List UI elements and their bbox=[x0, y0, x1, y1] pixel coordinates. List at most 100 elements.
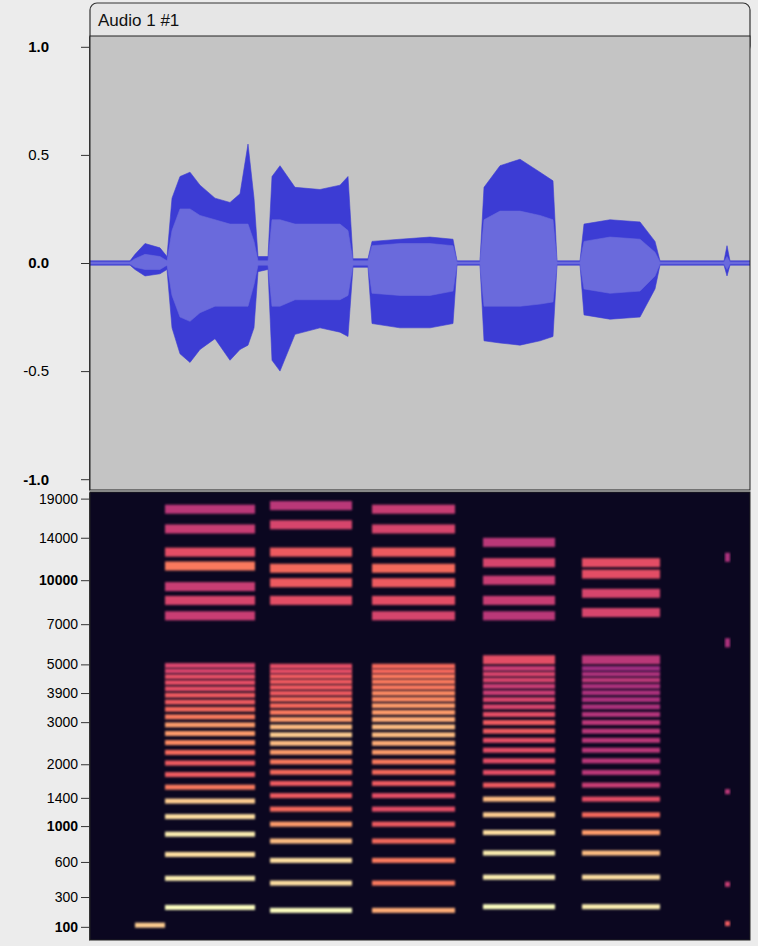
harmonic-band bbox=[483, 812, 555, 817]
harmonic-band bbox=[372, 697, 455, 702]
harmonic-band bbox=[165, 714, 255, 719]
harmonic-band bbox=[372, 822, 455, 827]
tick-mark bbox=[81, 927, 89, 928]
harmonic-band bbox=[165, 876, 255, 881]
tick-label: 10000 bbox=[39, 572, 78, 588]
tick: 0.0 bbox=[28, 254, 89, 271]
harmonic-band bbox=[483, 875, 555, 880]
plot-frame bbox=[90, 36, 750, 490]
harmonic-band bbox=[270, 781, 352, 786]
tick: 3900 bbox=[47, 685, 89, 701]
harmonic-band bbox=[165, 686, 255, 691]
harmonic-band bbox=[483, 720, 555, 725]
tick-label: 5000 bbox=[47, 656, 78, 672]
harmonic-band bbox=[372, 807, 455, 812]
plot-background bbox=[90, 36, 750, 490]
harmonic-band bbox=[165, 707, 255, 712]
tick: 10000 bbox=[39, 572, 89, 588]
harmonic-band bbox=[483, 783, 555, 788]
harmonic-band bbox=[372, 679, 455, 684]
harmonic-band bbox=[372, 674, 455, 679]
harmonic-band bbox=[483, 712, 555, 717]
harmonic-band bbox=[372, 759, 455, 764]
harmonic-band bbox=[270, 717, 352, 722]
tick-label: 0.5 bbox=[28, 146, 49, 163]
harmonic-band bbox=[483, 758, 555, 763]
plot-frame bbox=[90, 492, 750, 940]
harmonic-band bbox=[270, 908, 352, 913]
harmonic-band bbox=[725, 921, 730, 926]
harmonic-band bbox=[372, 505, 455, 514]
harmonic-band bbox=[270, 807, 352, 812]
harmonic-band bbox=[165, 548, 255, 557]
tick-label: 100 bbox=[55, 919, 79, 935]
harmonic-band bbox=[582, 608, 660, 617]
harmonic-band bbox=[165, 668, 255, 673]
tick-mark bbox=[81, 479, 89, 480]
harmonic-band bbox=[270, 578, 352, 587]
harmonic-band bbox=[270, 724, 352, 729]
plot-marks bbox=[135, 501, 730, 928]
harmonic-band bbox=[483, 729, 555, 734]
tick: 1.0 bbox=[28, 38, 89, 55]
harmonic-band bbox=[270, 881, 352, 886]
harmonic-band bbox=[270, 679, 352, 684]
harmonic-band bbox=[483, 797, 555, 802]
tick-mark bbox=[81, 263, 89, 264]
harmonic-band bbox=[270, 520, 352, 529]
harmonic-band bbox=[372, 664, 455, 669]
tick-mark bbox=[81, 693, 89, 694]
tick-mark bbox=[81, 897, 89, 898]
harmonic-band bbox=[165, 772, 255, 777]
harmonic-band bbox=[483, 704, 555, 709]
tick-label: 1400 bbox=[47, 790, 78, 806]
harmonic-band bbox=[483, 690, 555, 695]
tick-mark bbox=[81, 798, 89, 799]
harmonic-band bbox=[372, 524, 455, 533]
tick-label: -0.5 bbox=[23, 362, 49, 379]
tick-mark bbox=[81, 826, 89, 827]
harmonic-band bbox=[372, 669, 455, 674]
harmonic-band bbox=[483, 770, 555, 775]
tick-mark bbox=[81, 624, 89, 625]
harmonic-band bbox=[372, 858, 455, 863]
tick: -1.0 bbox=[23, 470, 89, 487]
y-axis: 1003006001000140020003000390050007000100… bbox=[39, 491, 89, 941]
harmonic-band bbox=[372, 685, 455, 690]
harmonic-band bbox=[372, 703, 455, 708]
harmonic-band bbox=[270, 770, 352, 775]
harmonic-band bbox=[582, 904, 660, 909]
harmonic-band bbox=[165, 663, 255, 668]
harmonic-band bbox=[165, 582, 255, 591]
harmonic-band bbox=[372, 691, 455, 696]
harmonic-band bbox=[270, 691, 352, 696]
harmonic-band bbox=[582, 738, 660, 743]
harmonic-band bbox=[372, 839, 455, 844]
harmonic-band bbox=[165, 731, 255, 736]
harmonic-band bbox=[372, 732, 455, 737]
harmonic-band bbox=[270, 697, 352, 702]
harmonic-band bbox=[165, 852, 255, 857]
harmonic-band bbox=[135, 923, 165, 928]
tick: 0.5 bbox=[28, 146, 89, 163]
harmonic-band bbox=[165, 750, 255, 755]
harmonic-band bbox=[582, 783, 660, 788]
tick-label: 1.0 bbox=[28, 38, 49, 55]
harmonic-band bbox=[483, 738, 555, 743]
axis-line bbox=[89, 493, 90, 941]
harmonic-band bbox=[165, 832, 255, 837]
harmonic-band bbox=[270, 669, 352, 674]
harmonic-band bbox=[372, 578, 455, 587]
tick: 1400 bbox=[47, 790, 89, 806]
harmonic-band bbox=[270, 822, 352, 827]
tick-mark bbox=[81, 499, 89, 500]
harmonic-band bbox=[725, 638, 730, 647]
harmonic-band bbox=[483, 611, 555, 620]
figure: Audio 1 #11.00.50.0-0.5-1.01003006001000… bbox=[0, 0, 758, 946]
tick: 2000 bbox=[47, 756, 89, 772]
harmonic-band bbox=[372, 596, 455, 605]
harmonic-band bbox=[165, 596, 255, 605]
tick-label: 19000 bbox=[39, 491, 78, 507]
harmonic-band bbox=[165, 674, 255, 679]
tick-label: 3900 bbox=[47, 685, 78, 701]
